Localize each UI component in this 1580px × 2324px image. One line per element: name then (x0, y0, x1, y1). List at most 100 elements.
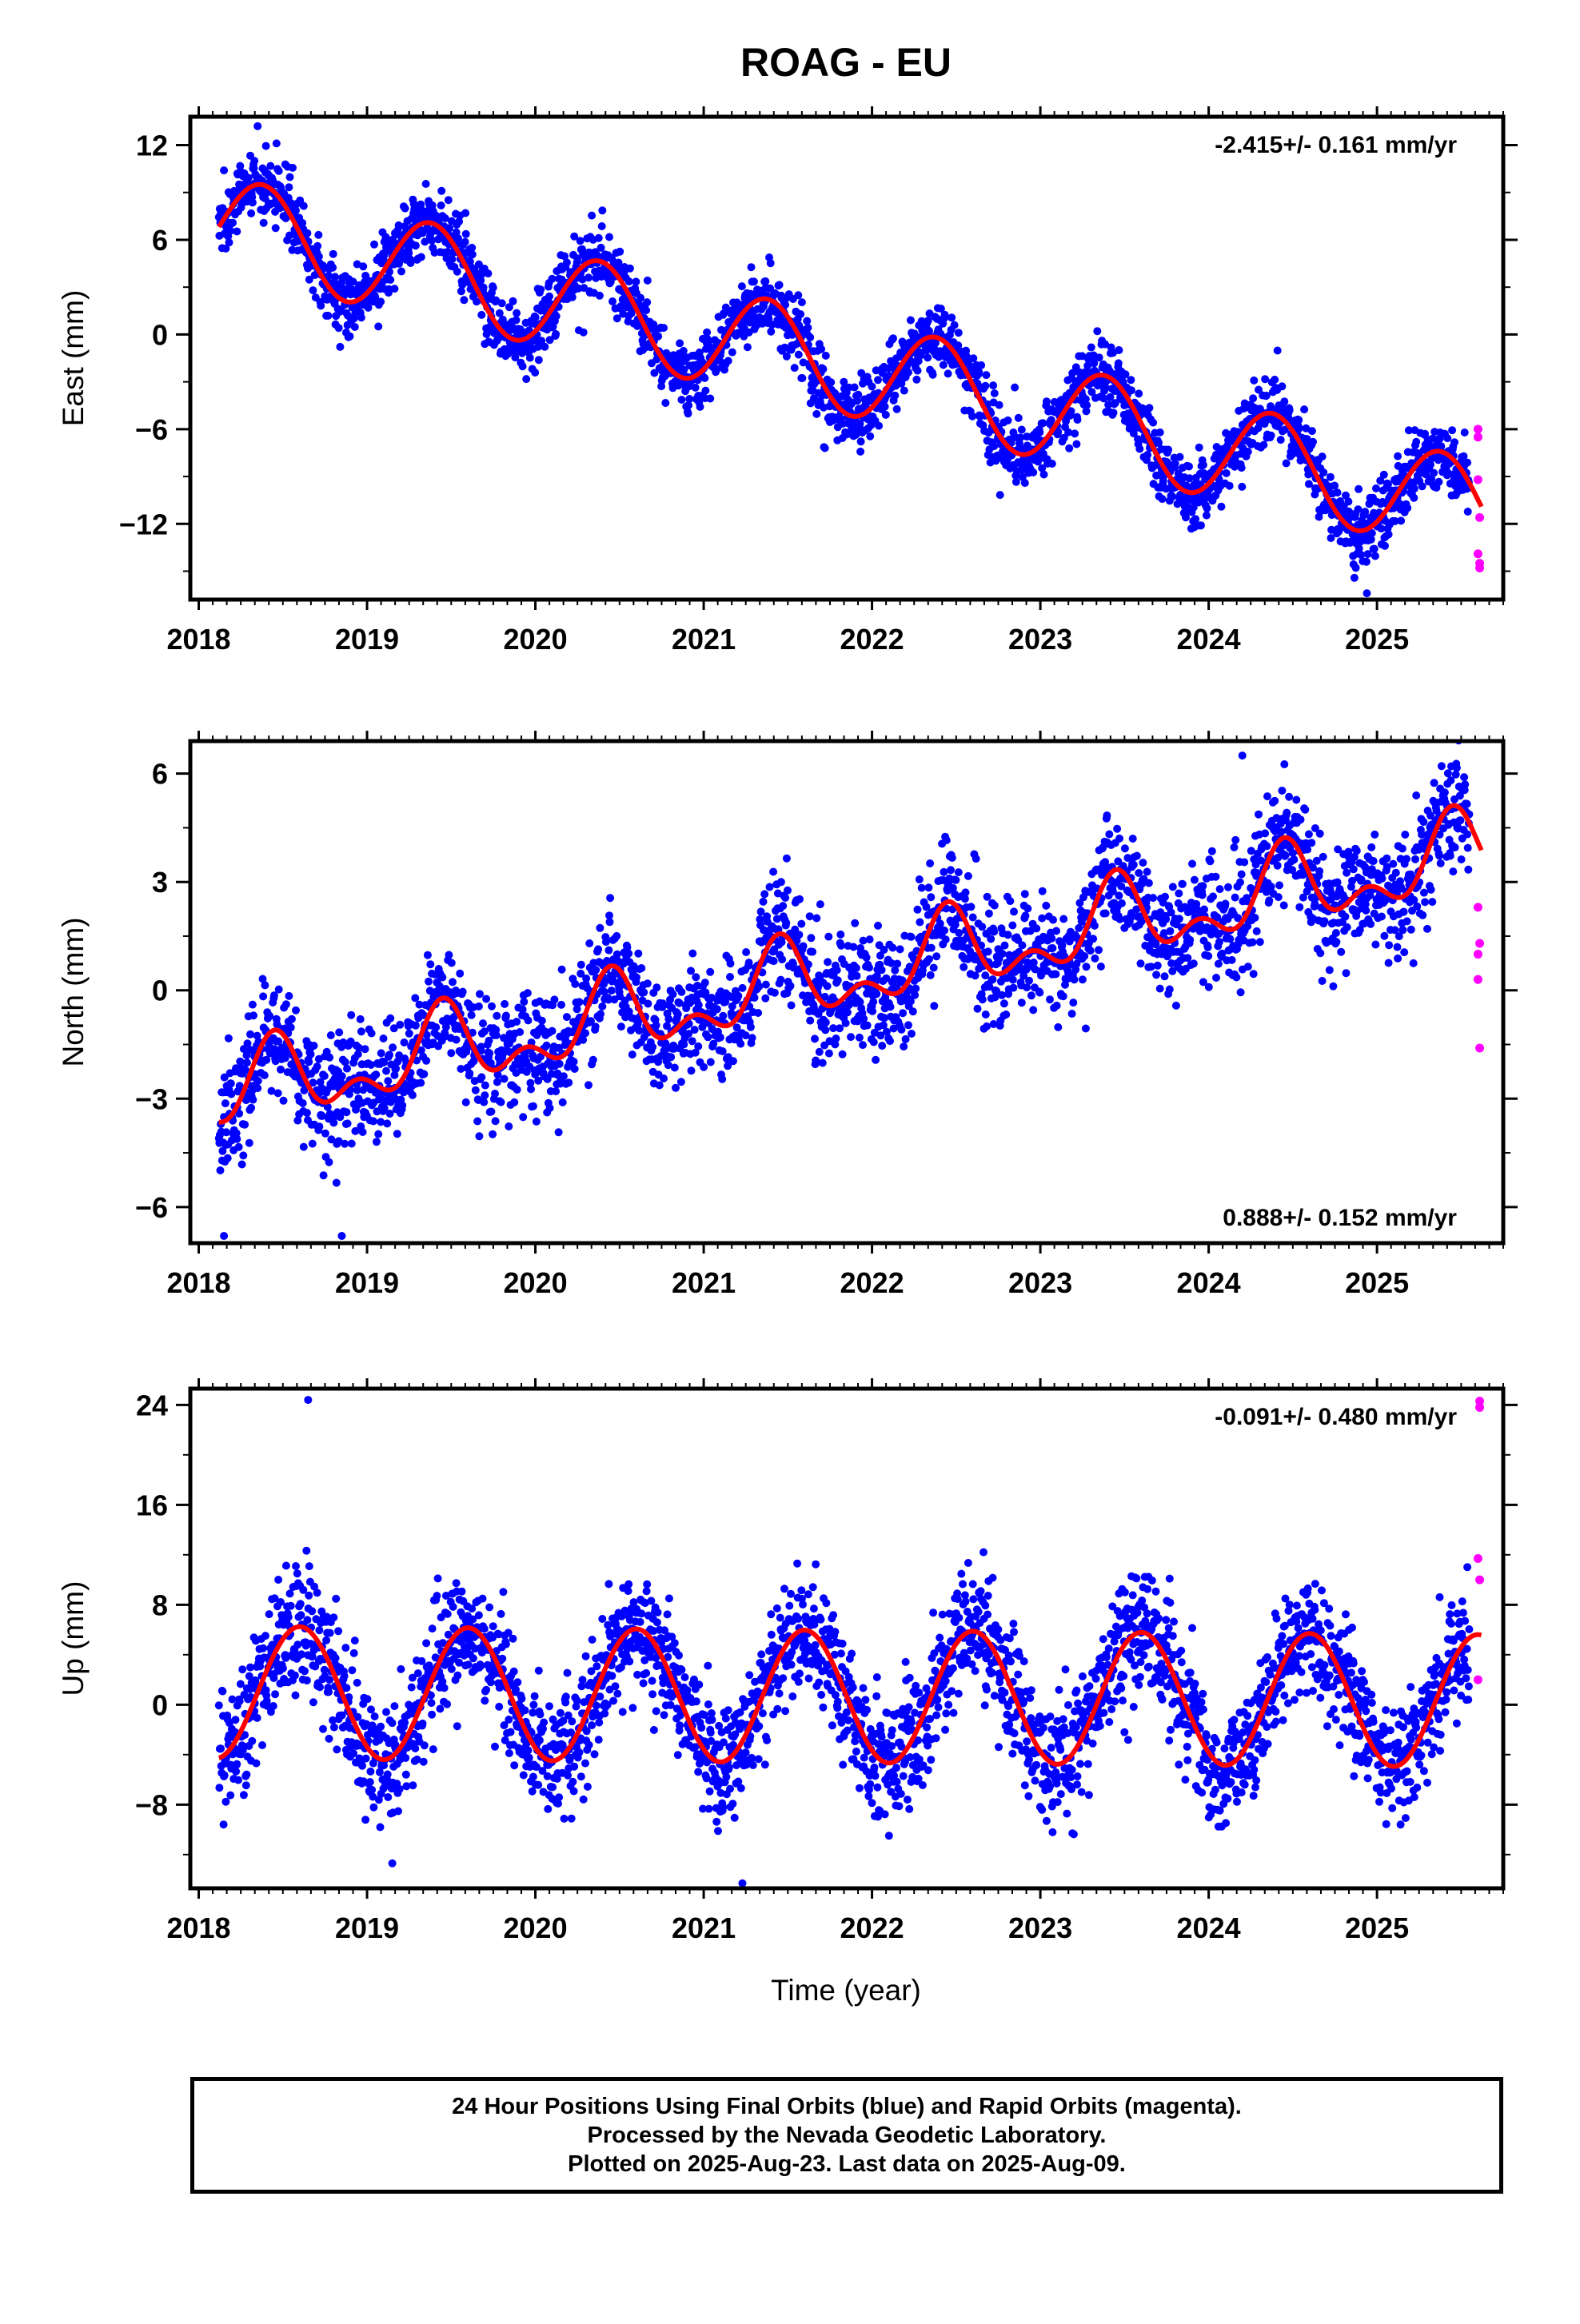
final-orbit-point (549, 275, 557, 283)
final-orbit-point (795, 931, 803, 939)
final-orbit-point (851, 384, 859, 392)
final-orbit-point (461, 238, 469, 246)
final-orbit-point (940, 927, 948, 935)
final-orbit-point (819, 1059, 827, 1067)
final-orbit-point (1418, 482, 1426, 490)
final-orbit-point (908, 933, 916, 941)
final-orbit-point (438, 974, 446, 982)
final-orbit-point (412, 1022, 420, 1030)
final-orbit-point (342, 1108, 350, 1116)
final-orbit-point (1035, 429, 1043, 436)
final-orbit-point (1068, 1010, 1076, 1018)
final-orbit-point (449, 978, 457, 986)
final-orbit-point (987, 935, 995, 943)
final-orbit-point (1156, 985, 1164, 993)
final-orbit-point (1065, 444, 1073, 452)
final-orbit-point (235, 1143, 243, 1151)
final-orbit-point (1149, 419, 1157, 427)
final-orbit-point (513, 309, 521, 317)
final-orbit-point (1133, 852, 1141, 860)
final-orbit-point (1053, 1002, 1061, 1010)
final-orbit-point (320, 1171, 328, 1179)
final-orbit-point (616, 248, 624, 256)
final-orbit-point (863, 954, 871, 962)
final-orbit-point (909, 1007, 917, 1015)
final-orbit-point (1011, 384, 1019, 392)
final-orbit-point (313, 242, 321, 250)
model-fit-line (219, 185, 1482, 531)
final-orbit-point (321, 1130, 329, 1138)
final-orbit-point (748, 263, 756, 271)
final-orbit-point (526, 354, 534, 362)
final-orbit-point (1029, 468, 1037, 476)
final-orbit-point (981, 382, 989, 390)
final-orbit-point (1464, 508, 1472, 516)
x-tick-label: 2023 (1008, 623, 1072, 656)
final-orbit-point (654, 333, 662, 341)
final-orbit-point (1009, 976, 1017, 984)
final-orbit-point (661, 399, 669, 407)
final-orbit-point (889, 334, 897, 342)
final-orbit-point (874, 922, 882, 930)
final-orbit-point (1185, 463, 1193, 471)
final-orbit-point (1051, 971, 1059, 979)
final-orbit-point (461, 209, 469, 217)
final-orbit-point (580, 329, 588, 337)
final-orbit-point (1443, 434, 1451, 442)
final-orbit-point (899, 1009, 907, 1017)
final-orbit-point (513, 1018, 521, 1026)
final-orbit-point (595, 234, 603, 242)
final-orbit-point (315, 1122, 323, 1130)
final-orbit-point (836, 931, 844, 939)
final-orbit-point (770, 957, 778, 965)
final-orbit-point (940, 868, 948, 876)
final-orbit-point (1048, 460, 1056, 468)
final-orbit-point (261, 981, 269, 989)
final-orbit-point (1203, 504, 1211, 512)
final-orbit-point (779, 902, 787, 910)
final-orbit-point (1118, 899, 1126, 907)
final-orbit-point (501, 1075, 509, 1083)
final-orbit-point (727, 959, 735, 967)
final-orbit-point (745, 959, 753, 967)
final-orbit-point (685, 395, 693, 403)
final-orbit-point (1015, 414, 1023, 422)
final-orbit-point (1448, 426, 1456, 434)
rapid-orbit-point (1474, 475, 1482, 484)
final-orbit-point (706, 968, 714, 976)
final-orbit-point (1283, 460, 1291, 468)
final-orbit-point (1238, 483, 1246, 491)
final-orbit-point (833, 967, 841, 975)
final-orbit-point (1089, 935, 1097, 943)
final-orbit-point (1286, 406, 1294, 414)
final-orbit-point (680, 347, 688, 355)
final-orbit-point (472, 1086, 480, 1094)
plot-frame (190, 117, 1503, 600)
final-orbit-point (893, 405, 901, 413)
final-orbit-point (417, 253, 425, 261)
final-orbit-point (477, 311, 485, 319)
final-orbit-point (1018, 941, 1026, 949)
final-orbit-point (652, 983, 660, 991)
final-orbit-point (1463, 459, 1471, 467)
final-orbit-point (1002, 1011, 1010, 1018)
final-orbit-point (555, 1128, 563, 1136)
final-orbit-point (996, 491, 1004, 499)
final-orbit-point (563, 1013, 571, 1021)
final-orbit-point (736, 1040, 744, 1048)
final-orbit-point (869, 998, 877, 1006)
final-orbit-point (688, 1037, 696, 1045)
final-orbit-point (1130, 861, 1138, 869)
final-orbit-point (751, 994, 759, 1002)
final-orbit-point (817, 345, 825, 353)
final-orbit-point (972, 855, 980, 863)
final-orbit-point (1380, 471, 1388, 479)
final-orbit-point (742, 948, 750, 956)
final-orbit-point (691, 1026, 699, 1034)
final-orbit-point (393, 1130, 401, 1138)
final-orbit-point (373, 1138, 381, 1146)
final-orbit-point (533, 1118, 541, 1126)
final-orbit-point (781, 894, 789, 902)
final-orbit-point (676, 339, 684, 347)
